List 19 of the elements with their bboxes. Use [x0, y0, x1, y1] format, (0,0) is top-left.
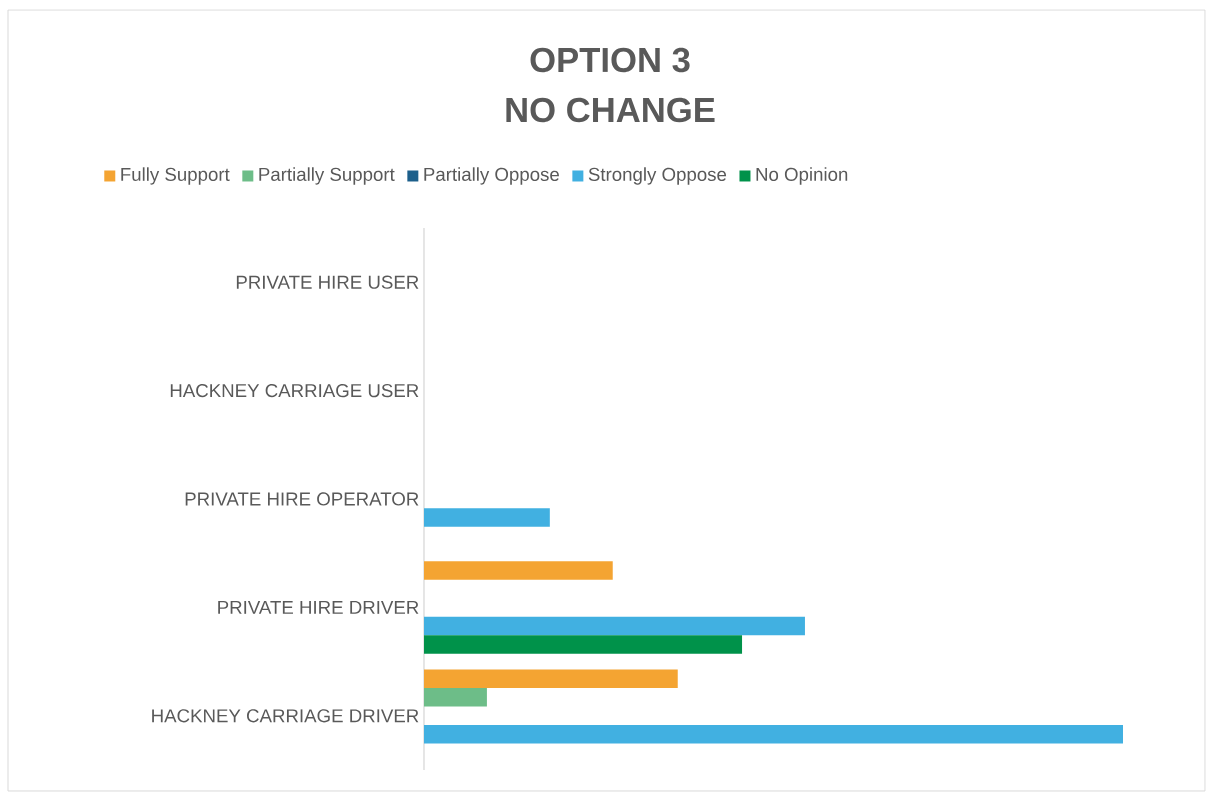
- legend-label: Partially Oppose: [424, 167, 559, 185]
- y-tick-label: PRIVATE HIRE USER: [236, 275, 419, 289]
- y-tick-label: HACKNEY CARRIAGE USER: [170, 383, 419, 398]
- legend-label: Fully Support: [121, 167, 230, 185]
- bar: [424, 561, 613, 580]
- y-tick-label: HACKNEY CARRIAGE DRIVER: [152, 709, 419, 723]
- legend-label: Partially Support: [259, 167, 395, 185]
- chart-subtitle: NO CHANGE: [506, 97, 715, 123]
- bar: [424, 688, 487, 707]
- legend-label: No Opinion: [756, 167, 848, 185]
- bar: [424, 669, 678, 689]
- y-tick-label: PRIVATE HIRE DRIVER: [218, 600, 419, 614]
- bar: [424, 616, 805, 636]
- bar: [424, 508, 550, 527]
- bar: [424, 635, 743, 654]
- bar: [424, 725, 1123, 744]
- chart-title: OPTION 3: [530, 47, 690, 73]
- y-tick-label: PRIVATE HIRE OPERATOR: [185, 492, 419, 506]
- legend-label: Strongly Oppose: [588, 167, 727, 185]
